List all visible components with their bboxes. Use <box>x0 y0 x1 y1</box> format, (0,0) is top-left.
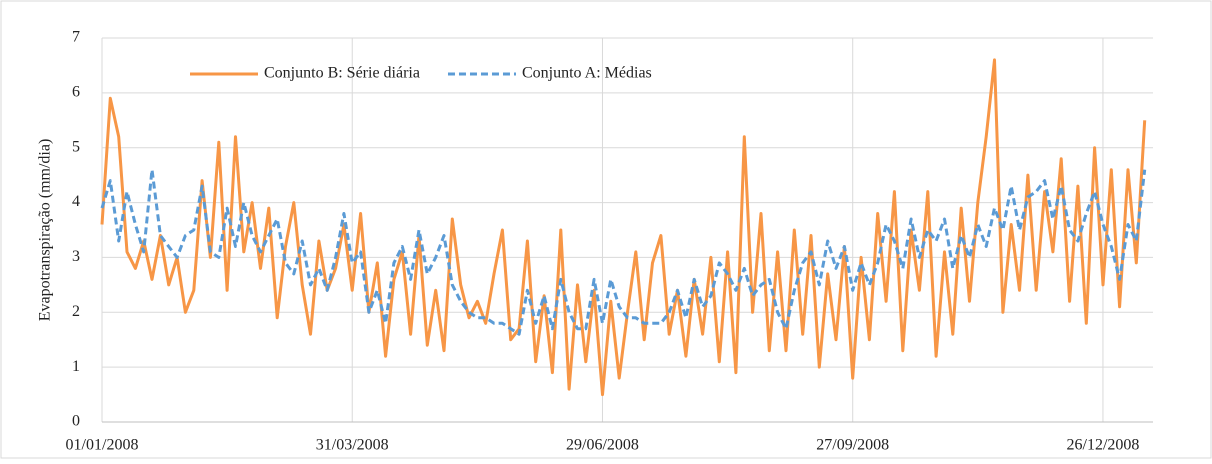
y-tick-label: 6 <box>72 84 80 101</box>
data-line <box>100 168 1147 336</box>
y-tick-label: 0 <box>72 413 80 430</box>
y-axis-label: Evapotranspiração (mm/dia) <box>37 139 54 322</box>
x-tick-label: 29/06/2008 <box>566 437 639 454</box>
x-tick-label: 27/09/2008 <box>816 437 889 454</box>
y-tick-label: 2 <box>72 303 80 320</box>
y-tick-label: 3 <box>72 248 80 265</box>
x-tick-label: 26/12/2008 <box>1067 437 1140 454</box>
legend-label: Conjunto B: Série diária <box>264 65 420 82</box>
y-tick-label: 7 <box>72 29 80 46</box>
y-tick-label: 1 <box>72 358 80 375</box>
data-line <box>100 58 1147 397</box>
y-tick-label: 5 <box>72 138 80 155</box>
legend-label: Conjunto A: Médias <box>522 65 652 82</box>
x-tick-label: 31/03/2008 <box>316 437 389 454</box>
x-tick-label: 01/01/2008 <box>66 437 139 454</box>
y-tick-label: 4 <box>72 193 80 210</box>
